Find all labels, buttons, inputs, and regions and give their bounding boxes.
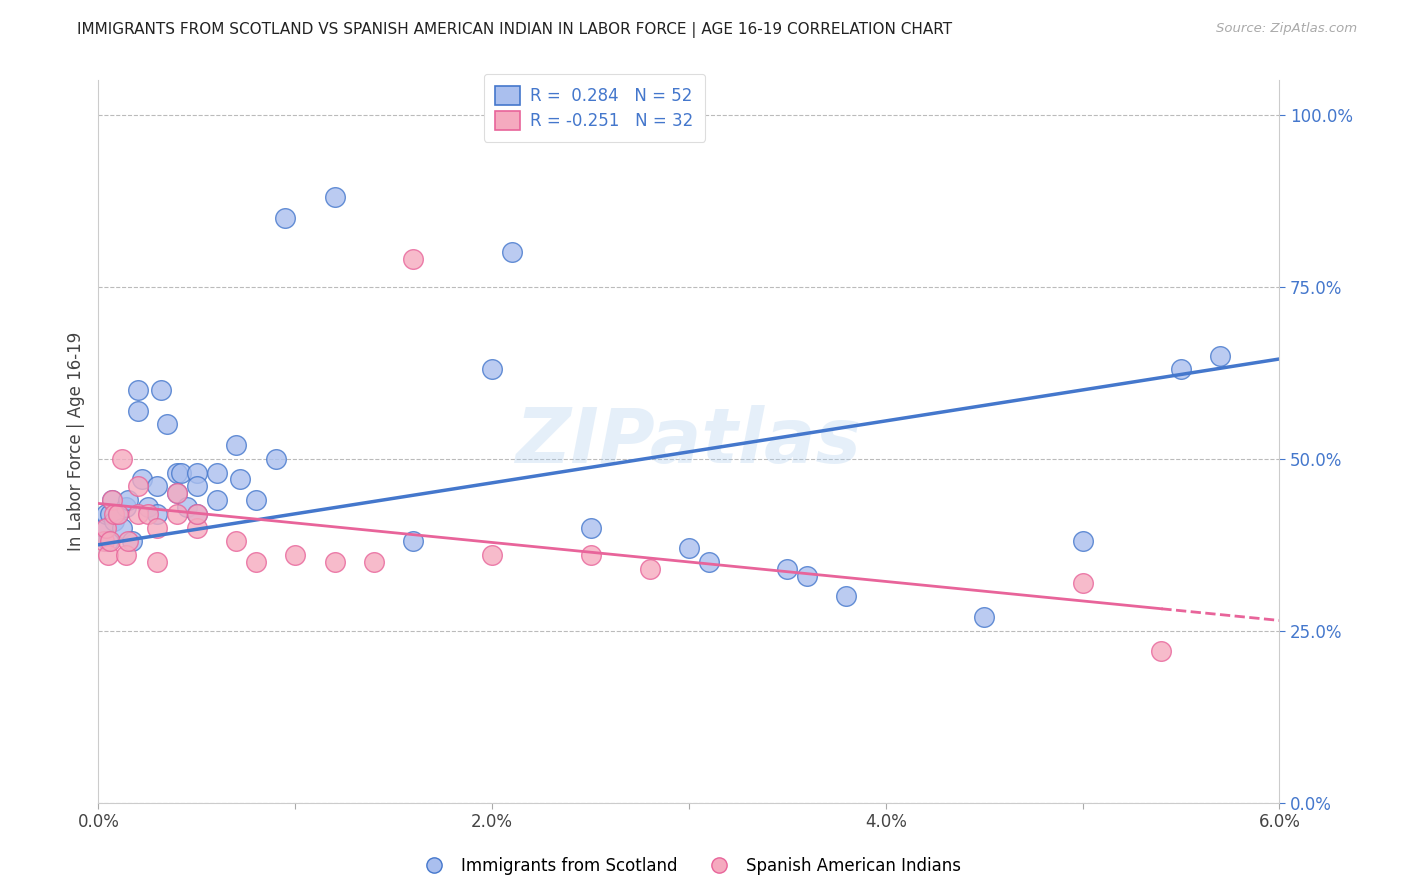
Point xyxy=(205,493,228,508)
Point xyxy=(835,590,858,604)
Point xyxy=(146,555,169,569)
Point xyxy=(166,486,188,500)
Point xyxy=(103,514,125,528)
Point xyxy=(697,555,720,569)
Point xyxy=(796,568,818,582)
Point xyxy=(225,534,247,549)
Text: IMMIGRANTS FROM SCOTLAND VS SPANISH AMERICAN INDIAN IN LABOR FORCE | AGE 16-19 C: IMMIGRANTS FROM SCOTLAND VS SPANISH AMER… xyxy=(77,22,952,38)
Point xyxy=(245,555,267,569)
Point xyxy=(146,520,169,534)
Point xyxy=(186,507,208,521)
Point xyxy=(501,245,523,260)
Point xyxy=(638,562,661,576)
Point xyxy=(229,472,252,486)
Point xyxy=(481,548,503,562)
Point xyxy=(146,507,169,521)
Point xyxy=(973,610,995,624)
Point xyxy=(136,500,159,514)
Point xyxy=(150,383,173,397)
Point xyxy=(264,451,287,466)
Point xyxy=(402,534,425,549)
Point xyxy=(186,466,208,480)
Point xyxy=(117,534,139,549)
Point xyxy=(274,211,297,225)
Point xyxy=(146,479,169,493)
Text: Source: ZipAtlas.com: Source: ZipAtlas.com xyxy=(1216,22,1357,36)
Point xyxy=(127,507,149,521)
Point xyxy=(136,507,159,521)
Point xyxy=(186,520,208,534)
Point xyxy=(107,507,129,521)
Point xyxy=(323,555,346,569)
Point xyxy=(96,520,118,534)
Point xyxy=(1071,534,1094,549)
Y-axis label: In Labor Force | Age 16-19: In Labor Force | Age 16-19 xyxy=(66,332,84,551)
Point xyxy=(156,417,179,432)
Point xyxy=(166,486,188,500)
Point xyxy=(98,507,121,521)
Point xyxy=(127,403,149,417)
Point xyxy=(186,479,208,493)
Point xyxy=(115,548,138,562)
Point xyxy=(1170,362,1192,376)
Legend: Immigrants from Scotland, Spanish American Indians: Immigrants from Scotland, Spanish Americ… xyxy=(411,850,967,881)
Point xyxy=(103,507,125,521)
Point xyxy=(166,466,188,480)
Point xyxy=(481,362,503,376)
Point xyxy=(1071,575,1094,590)
Point xyxy=(1150,644,1173,658)
Point xyxy=(98,534,121,549)
Point xyxy=(186,507,208,521)
Point xyxy=(776,562,799,576)
Point xyxy=(205,466,228,480)
Point xyxy=(402,252,425,267)
Point xyxy=(107,507,129,521)
Point xyxy=(115,500,138,514)
Point xyxy=(284,548,307,562)
Point xyxy=(101,493,124,508)
Point xyxy=(117,493,139,508)
Point xyxy=(579,548,602,562)
Point xyxy=(121,534,143,549)
Point xyxy=(127,383,149,397)
Point xyxy=(170,466,193,480)
Point xyxy=(101,493,124,508)
Point xyxy=(93,520,115,534)
Point xyxy=(579,520,602,534)
Point xyxy=(166,507,188,521)
Text: ZIPatlas: ZIPatlas xyxy=(516,405,862,478)
Point xyxy=(225,438,247,452)
Point xyxy=(111,451,134,466)
Point xyxy=(1209,349,1232,363)
Point xyxy=(131,472,153,486)
Point xyxy=(111,520,134,534)
Point xyxy=(96,507,118,521)
Point xyxy=(97,534,120,549)
Point xyxy=(127,479,149,493)
Point xyxy=(678,541,700,556)
Point xyxy=(363,555,385,569)
Point xyxy=(176,500,198,514)
Point xyxy=(323,190,346,204)
Point xyxy=(245,493,267,508)
Point xyxy=(97,548,120,562)
Point xyxy=(93,534,115,549)
